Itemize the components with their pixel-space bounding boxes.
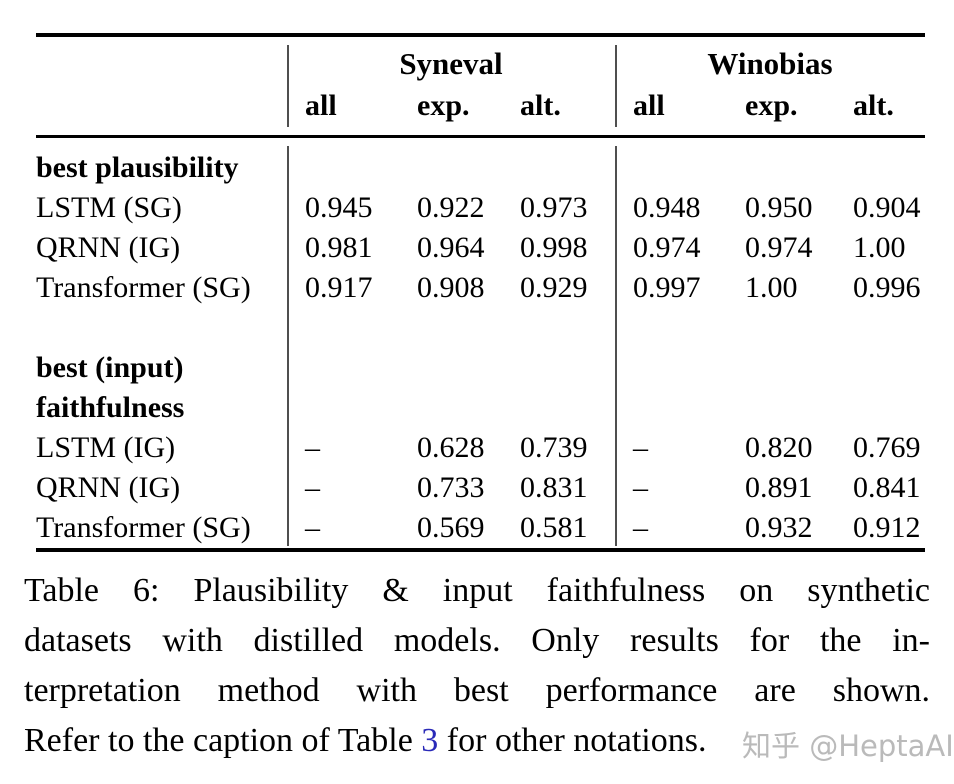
cell-value: 0.981 — [305, 231, 373, 264]
column-header-winobias-alt: alt. — [853, 89, 894, 122]
table-row: Transformer (SG) – 0.569 0.581 – 0.932 0… — [36, 508, 925, 548]
cell-value: 0.917 — [305, 271, 373, 304]
table-3-reference-link[interactable]: 3 — [421, 722, 439, 759]
cell-value: 1.00 — [853, 231, 906, 264]
cell-value: – — [633, 511, 648, 544]
section-title-line: best (input) — [36, 351, 184, 384]
table-header-rule — [36, 135, 925, 138]
cell-value: 0.628 — [417, 431, 485, 464]
cell-value: 0.769 — [853, 431, 921, 464]
table-row: LSTM (IG) – 0.628 0.739 – 0.820 0.769 — [36, 428, 925, 468]
cell-value: 0.945 — [305, 191, 373, 224]
cell-value: 0.912 — [853, 511, 921, 544]
results-table: Syneval Winobias all exp. alt. all exp. … — [36, 33, 925, 552]
cell-value: 0.569 — [417, 511, 485, 544]
table-row: LSTM (SG) 0.945 0.922 0.973 0.948 0.950 … — [36, 188, 925, 228]
cell-value: – — [633, 431, 648, 464]
table-bottom-rule — [36, 548, 925, 552]
group-header-winobias: Winobias — [707, 46, 833, 81]
cell-value: 0.998 — [520, 231, 588, 264]
cell-value: 0.964 — [417, 231, 485, 264]
cell-value: 0.948 — [633, 191, 701, 224]
column-header-syneval-alt: alt. — [520, 89, 561, 122]
body-vertical-rule-left — [287, 146, 289, 546]
section-header-row: faithfulness — [36, 388, 925, 428]
row-label: LSTM (SG) — [36, 191, 182, 224]
cell-value: – — [305, 431, 320, 464]
cell-value: 0.929 — [520, 271, 588, 304]
cell-value: 0.922 — [417, 191, 485, 224]
column-header-winobias-all: all — [633, 89, 665, 122]
cell-value: 0.733 — [417, 471, 485, 504]
cell-value: 1.00 — [745, 271, 798, 304]
cell-value: 0.973 — [520, 191, 588, 224]
row-label: QRNN (IG) — [36, 231, 181, 264]
cell-value: 0.581 — [520, 511, 588, 544]
cell-value: 0.841 — [853, 471, 921, 504]
header-vertical-rule-right — [615, 45, 617, 127]
table-top-rule — [36, 33, 925, 37]
group-header-syneval: Syneval — [399, 46, 503, 81]
cell-value: – — [305, 511, 320, 544]
table-caption: Table 6: Plausibility & input faithfulne… — [24, 566, 930, 766]
row-label: QRNN (IG) — [36, 471, 181, 504]
cell-value: 0.891 — [745, 471, 813, 504]
group-header-row: Syneval Winobias — [36, 43, 925, 85]
cell-value: 0.908 — [417, 271, 485, 304]
section-title: best plausibility — [36, 151, 239, 184]
watermark: 知乎 @HeptaAI — [742, 729, 954, 763]
table-row: Transformer (SG) 0.917 0.908 0.929 0.997… — [36, 268, 925, 308]
section-title-line: faithfulness — [36, 391, 185, 424]
caption-text: for other notations. — [438, 722, 707, 759]
header-vertical-rule-left — [287, 45, 289, 127]
table-row: QRNN (IG) – 0.733 0.831 – 0.891 0.841 — [36, 468, 925, 508]
column-header-winobias-exp: exp. — [745, 89, 798, 122]
caption-line: datasets with distilled models. Only res… — [24, 622, 930, 659]
column-header-syneval-exp: exp. — [417, 89, 470, 122]
caption-line: Table 6: Plausibility & input faithfulne… — [24, 572, 930, 609]
cell-value: 0.820 — [745, 431, 813, 464]
caption-text: Refer to the caption of Table — [24, 722, 422, 759]
column-header-syneval-all: all — [305, 89, 337, 122]
cell-value: 0.996 — [853, 271, 921, 304]
cell-value: 0.974 — [633, 231, 701, 264]
cell-value: 0.997 — [633, 271, 701, 304]
cell-value: 0.932 — [745, 511, 813, 544]
row-label: Transformer (SG) — [36, 271, 251, 304]
cell-value: 0.950 — [745, 191, 813, 224]
cell-value: 0.904 — [853, 191, 921, 224]
section-header-row: best plausibility — [36, 147, 925, 188]
cell-value: – — [633, 471, 648, 504]
spacer-row — [36, 308, 925, 348]
cell-value: 0.831 — [520, 471, 588, 504]
table-row: QRNN (IG) 0.981 0.964 0.998 0.974 0.974 … — [36, 228, 925, 268]
cell-value: 0.974 — [745, 231, 813, 264]
table-header: Syneval Winobias all exp. alt. all exp. … — [36, 43, 925, 127]
body-vertical-rule-right — [615, 146, 617, 546]
row-label: LSTM (IG) — [36, 431, 176, 464]
caption-line: Refer to the caption of Table 3 for othe… — [24, 716, 930, 766]
cell-value: – — [305, 471, 320, 504]
section-header-row: best (input) — [36, 348, 925, 388]
cell-value: 0.739 — [520, 431, 588, 464]
subheader-row: all exp. alt. all exp. alt. — [36, 85, 925, 127]
caption-line: terpretation method with best performanc… — [24, 672, 930, 709]
table-body: best plausibility LSTM (SG) 0.945 0.922 … — [36, 147, 925, 548]
row-label: Transformer (SG) — [36, 511, 251, 544]
